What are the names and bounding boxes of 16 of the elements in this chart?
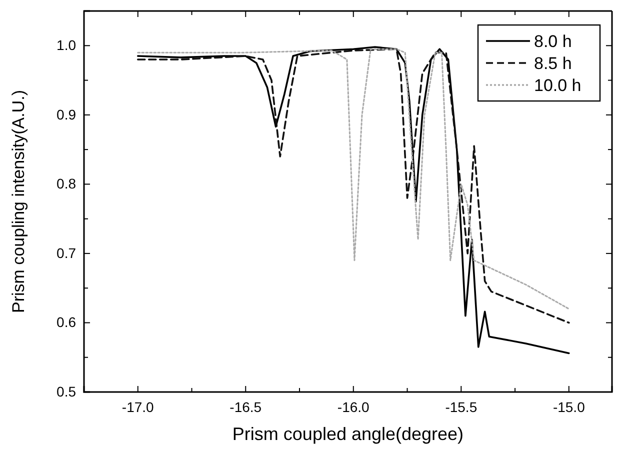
x-tick-label: -17.0 bbox=[122, 398, 154, 415]
y-tick-label: 0.9 bbox=[56, 106, 76, 122]
x-tick-label: -16.0 bbox=[337, 398, 370, 415]
legend-label: 8.0 h bbox=[534, 32, 572, 51]
y-tick-label: 0.7 bbox=[56, 244, 76, 261]
legend-label: 10.0 h bbox=[534, 76, 582, 95]
x-axis-title: Prism coupled angle(degree) bbox=[232, 424, 464, 444]
x-tick-label: -15.0 bbox=[552, 398, 586, 415]
y-tick-label: 0.5 bbox=[56, 383, 76, 400]
y-tick-label: 1.0 bbox=[56, 37, 76, 54]
y-tick-label: 0.8 bbox=[56, 176, 76, 192]
y-tick-label: 0.6 bbox=[56, 314, 76, 330]
legend-label: 8.5 h bbox=[534, 54, 572, 73]
y-axis-title: Prism coupling intensity(A.U.) bbox=[9, 90, 28, 313]
x-tick-label: -16.5 bbox=[230, 398, 262, 415]
x-tick-label: -15.5 bbox=[445, 398, 478, 415]
